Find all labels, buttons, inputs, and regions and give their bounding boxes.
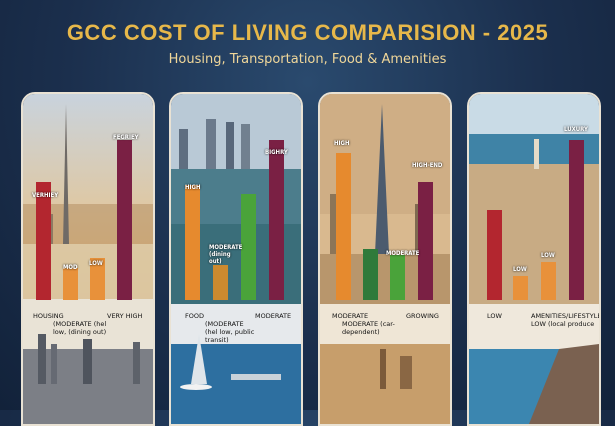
bar-food <box>90 258 105 300</box>
bar-housing <box>185 185 200 300</box>
bar-amenities <box>117 140 132 300</box>
category-note: (MODERATE (hel low, (dining out) <box>53 320 107 336</box>
bar-label: HIGH <box>185 184 201 191</box>
bar-amenities <box>569 140 584 300</box>
city-card-1: VERHIEY MOD LOW FEGRIEY HOUSING (MODERAT… <box>21 92 155 426</box>
bar-amenities <box>269 140 284 300</box>
bar-label: BIGHRY <box>265 149 288 156</box>
bar-transport <box>513 276 528 300</box>
category-note: LOW <box>487 312 502 320</box>
category-note: GROWING <box>406 312 439 320</box>
bar-housing <box>487 210 502 300</box>
bar-food <box>241 194 256 300</box>
category-note: AMENITIES/LIFESTYLE LOW (local produce <box>531 312 601 328</box>
city-card-3: HIGH MODERATE HIGH-END MODERATE MODERATE… <box>318 92 452 426</box>
bar-label: LOW <box>513 266 527 273</box>
category-note: VERY HIGH <box>107 312 143 320</box>
bar-label: LOW <box>541 252 555 259</box>
bar-label: LUXURY <box>564 126 588 133</box>
bar-housing <box>36 182 51 300</box>
category-note: MODERATE (car-dependent) <box>342 320 395 336</box>
page-subtitle: Housing, Transportation, Food & Amenitie… <box>168 52 447 67</box>
city-card-2: HIGH MODERATE (dining out) BIGHRY FOOD (… <box>169 92 303 426</box>
bar-label: HIGH <box>334 140 350 147</box>
category-note: MODERATE <box>332 312 369 320</box>
bar-label: FEGRIEY <box>113 134 139 141</box>
category-note: HOUSING <box>33 312 64 320</box>
bar-label: HIGH-END <box>412 162 443 169</box>
bar-transport <box>213 265 228 300</box>
bar-amenities <box>418 182 433 300</box>
category-note: (MODERATE (hel low, public transit) <box>205 320 255 344</box>
category-note: MODERATE <box>255 312 292 320</box>
bar-housing <box>336 153 351 300</box>
bar-label: MODERATE <box>386 250 420 257</box>
bar-transport <box>63 268 78 300</box>
bar-label: LOW <box>89 260 103 267</box>
bar-transport <box>363 249 378 300</box>
bar-food <box>541 262 556 300</box>
bar-label: MODERATE (dining out) <box>209 244 243 265</box>
city-card-4: LOW LOW LUXURY LOW AMENITIES/LIFESTYLE L… <box>467 92 601 426</box>
bar-label: MOD <box>63 264 78 271</box>
bar-food <box>390 255 405 300</box>
page-title: GCC COST OF LIVING COMPARISION - 2025 <box>66 20 549 45</box>
category-note: FOOD <box>185 312 204 320</box>
bar-label: VERHIEY <box>32 192 59 199</box>
